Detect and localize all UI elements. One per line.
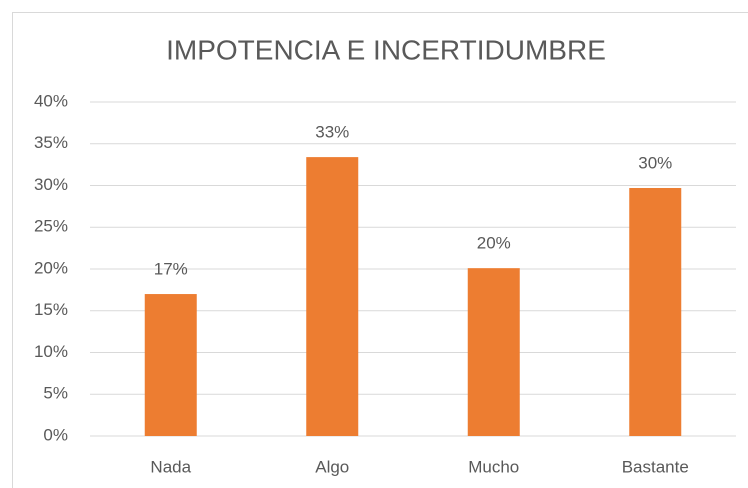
y-tick-label: 30%	[34, 175, 68, 194]
data-label: 33%	[315, 123, 349, 142]
y-tick-label: 10%	[34, 342, 68, 361]
y-tick-label: 20%	[34, 258, 68, 277]
data-label: 30%	[638, 153, 672, 172]
x-tick-label: Nada	[150, 457, 191, 476]
y-tick-label: 5%	[43, 384, 68, 403]
y-tick-label: 25%	[34, 217, 68, 236]
x-tick-label: Bastante	[622, 457, 689, 476]
data-label: 17%	[154, 260, 188, 279]
data-label: 20%	[477, 234, 511, 253]
chart-frame	[12, 12, 748, 488]
x-tick-label: Algo	[315, 457, 349, 476]
y-tick-label: 15%	[34, 300, 68, 319]
bar	[306, 157, 359, 437]
chart-title: IMPOTENCIA E INCERTIDUMBRE	[166, 34, 606, 65]
y-tick-label: 0%	[43, 425, 68, 444]
bar	[144, 294, 197, 436]
x-tick-label: Mucho	[468, 457, 519, 476]
y-tick-label: 40%	[34, 91, 68, 110]
y-tick-label: 35%	[34, 133, 68, 152]
bar	[467, 268, 520, 436]
bar	[629, 188, 682, 436]
